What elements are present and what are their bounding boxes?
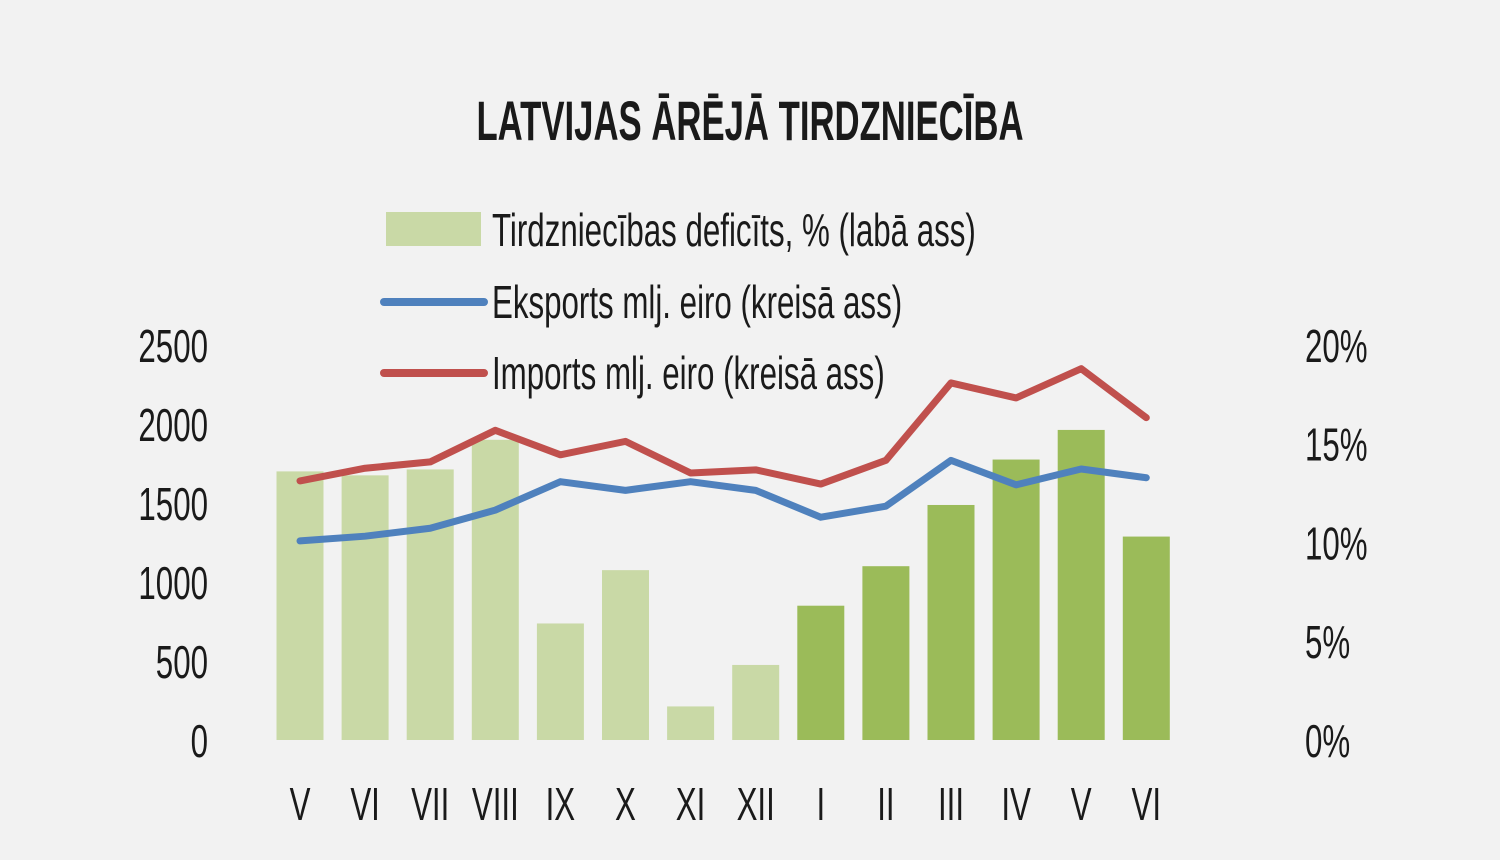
bar-deficit bbox=[1122, 536, 1170, 740]
bar-deficit bbox=[276, 471, 324, 740]
x-tick-label: V bbox=[290, 779, 311, 830]
bar-deficit bbox=[602, 570, 649, 740]
right-tick-label: 5% bbox=[1305, 617, 1350, 668]
bar-deficit bbox=[797, 605, 845, 740]
left-tick-label: 2000 bbox=[138, 400, 208, 451]
chart-title: LATVIJAS ĀRĒJĀ TIRDZNIECĪBA bbox=[476, 90, 1023, 153]
bar-deficit bbox=[862, 566, 910, 740]
legend-swatch-deficit bbox=[386, 212, 481, 246]
bar-deficit bbox=[471, 439, 519, 740]
left-tick-label: 0 bbox=[191, 716, 208, 767]
legend-label: Tirdzniecības deficīts, % (labā ass) bbox=[492, 205, 976, 256]
x-tick-label: VII bbox=[411, 779, 449, 830]
right-tick-label: 10% bbox=[1305, 519, 1368, 570]
x-tick-label: V bbox=[1071, 779, 1092, 830]
bar-deficit bbox=[927, 504, 975, 740]
x-tick-label: IX bbox=[546, 779, 576, 830]
bar-deficit bbox=[667, 706, 715, 740]
left-tick-label: 500 bbox=[156, 637, 208, 688]
legend-label: Eksports mlj. eiro (kreisā ass) bbox=[492, 277, 902, 328]
bar-deficit bbox=[732, 664, 780, 740]
x-tick-label: III bbox=[938, 779, 964, 830]
left-tick-label: 1000 bbox=[138, 558, 208, 609]
x-tick-label: II bbox=[877, 779, 894, 830]
x-tick-label: XI bbox=[676, 779, 706, 830]
bar-deficit bbox=[341, 475, 389, 740]
line-import bbox=[296, 365, 1150, 488]
x-tick-label: VIII bbox=[472, 779, 519, 830]
left-tick-label: 2500 bbox=[138, 321, 208, 372]
x-tick-label: VI bbox=[350, 779, 380, 830]
right-tick-label: 0% bbox=[1305, 716, 1350, 767]
left-tick-label: 1500 bbox=[138, 479, 208, 530]
right-tick-label: 20% bbox=[1305, 321, 1368, 372]
bar-deficit bbox=[536, 623, 584, 740]
x-tick-label: VI bbox=[1132, 779, 1162, 830]
x-tick-label: IV bbox=[1001, 779, 1031, 830]
bar-deficit bbox=[992, 459, 1040, 740]
x-tick-label: I bbox=[816, 779, 825, 830]
legend-label: Imports mlj. eiro (kreisā ass) bbox=[492, 348, 885, 399]
bar-deficit bbox=[1057, 429, 1105, 740]
x-tick-label: XII bbox=[737, 779, 775, 830]
bar-deficit bbox=[406, 469, 454, 740]
line-export bbox=[296, 456, 1150, 545]
right-tick-label: 15% bbox=[1305, 420, 1368, 471]
x-tick-label: X bbox=[615, 779, 636, 830]
